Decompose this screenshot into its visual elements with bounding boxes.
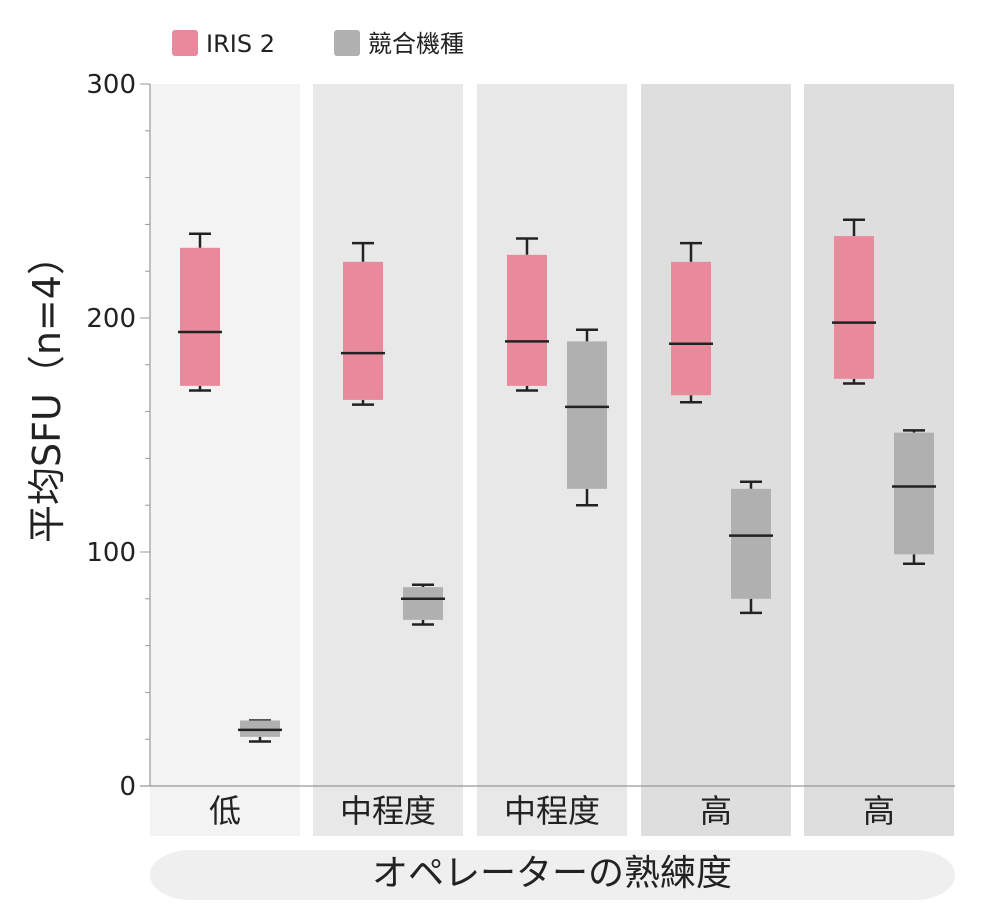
legend: IRIS 2 競合機種 [172,30,464,58]
legend-item: IRIS 2 [172,30,275,58]
box-plot [238,719,282,743]
category-label: 高 [700,792,732,830]
category-label: 低 [209,792,241,830]
box-iqr [343,261,383,400]
box-plot [178,232,222,392]
box-plot [669,241,713,404]
x-axis-title-background [150,850,955,900]
box-iqr [731,488,771,599]
category-label: 高 [863,792,895,830]
y-axis-title: 平均SFU（n=4） [25,237,69,543]
category-labels: 低 中程度 中程度 高 高 [209,792,895,830]
box-plot [832,218,876,385]
box-plots [178,218,936,743]
box-plot [401,583,445,626]
category-label: 中程度 [504,792,600,830]
category-panel [313,84,463,836]
box-plot [505,237,549,392]
x-axis-title-band: オペレーターの熟練度 [150,850,955,900]
box-iqr [671,261,711,396]
category-panels [140,84,955,836]
box-plot [892,429,936,565]
y-tick-label: 200 [86,304,136,334]
category-panel [641,84,791,836]
box-iqr [180,247,220,386]
box-iqr [567,341,607,489]
box-plot [341,241,385,406]
category-label: 中程度 [340,792,436,830]
box-plot [729,480,773,615]
y-tick-label: 100 [86,538,136,568]
box-iqr [894,432,934,555]
box-iqr [834,236,874,379]
y-tick-label: 0 [119,772,136,802]
box-iqr [403,587,443,620]
legend-swatch [172,30,198,56]
legend-swatch [334,30,360,56]
y-axis: 0 100 200 300 [86,70,151,802]
legend-item: 競合機種 [334,30,464,58]
box-plot [565,328,609,507]
category-panel [150,84,300,836]
x-axis-title: オペレーターの熟練度 [372,853,732,894]
y-tick-label: 300 [86,70,136,100]
legend-label: 競合機種 [368,30,464,58]
box-iqr [507,254,547,386]
legend-label: IRIS 2 [206,30,275,58]
